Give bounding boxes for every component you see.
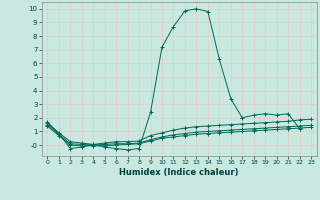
X-axis label: Humidex (Indice chaleur): Humidex (Indice chaleur) [119,168,239,177]
